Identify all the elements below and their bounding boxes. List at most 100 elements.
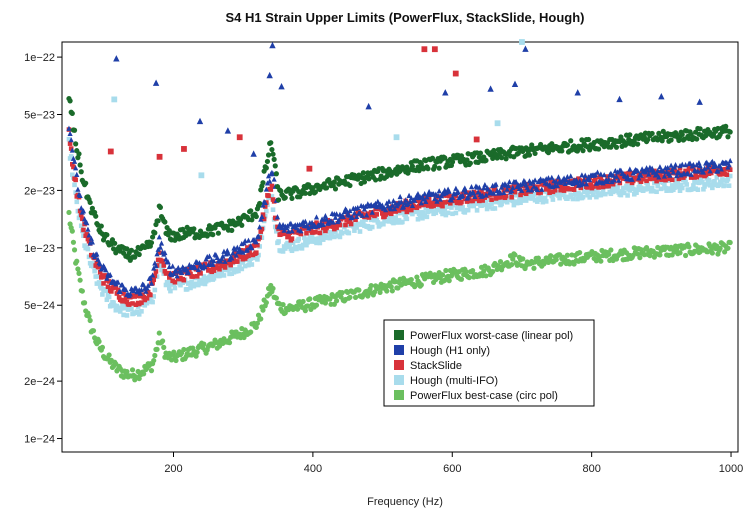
data-point — [132, 254, 138, 260]
data-point — [172, 279, 178, 285]
data-point — [717, 245, 723, 251]
data-point — [191, 283, 197, 289]
data-point — [99, 344, 106, 350]
data-point — [694, 136, 700, 142]
data-point — [649, 165, 655, 171]
data-point — [442, 200, 448, 205]
data-point — [257, 200, 263, 207]
data-point — [70, 239, 77, 245]
data-point — [148, 368, 155, 374]
data-point — [482, 202, 488, 208]
data-point — [193, 353, 199, 359]
data-point — [446, 188, 452, 194]
data-point — [408, 195, 414, 201]
data-point — [248, 208, 254, 214]
data-point — [542, 195, 548, 201]
data-point — [638, 172, 644, 178]
data-point — [655, 167, 661, 174]
data-point — [366, 176, 372, 182]
data-point — [353, 217, 358, 223]
x-tick-label: 800 — [582, 463, 600, 475]
data-point — [195, 266, 201, 273]
data-point — [68, 146, 74, 151]
data-point — [441, 209, 446, 214]
data-point — [92, 268, 97, 274]
outlier-point — [574, 89, 581, 96]
data-point — [590, 184, 596, 189]
data-point — [476, 184, 482, 190]
data-point — [331, 179, 337, 185]
data-point — [196, 263, 201, 269]
data-point — [167, 285, 172, 291]
data-point — [511, 183, 517, 189]
data-point — [601, 172, 607, 178]
data-point — [161, 263, 167, 268]
data-point — [141, 294, 146, 300]
outlier-point — [266, 71, 273, 79]
data-point — [568, 138, 574, 144]
data-point — [644, 178, 649, 184]
data-point — [339, 290, 345, 296]
data-point — [302, 190, 308, 196]
data-point — [432, 195, 438, 202]
data-point — [271, 199, 277, 204]
data-point — [686, 244, 692, 250]
data-point — [636, 175, 642, 181]
data-point — [642, 169, 649, 175]
data-point — [617, 180, 623, 186]
data-point — [547, 190, 552, 195]
data-point — [637, 255, 643, 261]
data-point — [178, 269, 185, 275]
data-point — [229, 255, 235, 261]
data-point — [251, 243, 257, 248]
data-point — [96, 265, 102, 270]
data-point — [504, 199, 510, 205]
outlier-points — [107, 39, 703, 179]
data-point — [280, 249, 286, 254]
data-point — [67, 130, 73, 137]
data-point — [613, 144, 620, 150]
data-point — [318, 233, 324, 238]
data-point — [460, 205, 465, 210]
data-point — [596, 146, 602, 152]
legend-label: Hough (multi-IFO) — [410, 375, 498, 387]
data-point — [635, 141, 641, 147]
data-point — [520, 180, 526, 187]
data-point — [414, 208, 420, 214]
data-point — [78, 169, 84, 175]
data-point — [470, 198, 475, 204]
data-point — [337, 222, 343, 228]
data-point — [503, 156, 509, 162]
data-point — [590, 192, 596, 198]
data-point — [151, 357, 157, 364]
data-point — [510, 256, 516, 262]
data-point — [317, 230, 323, 236]
data-point — [552, 188, 558, 193]
data-point — [401, 209, 406, 215]
data-point — [688, 171, 694, 177]
data-point — [662, 181, 667, 187]
data-point — [154, 346, 160, 352]
data-point — [156, 234, 162, 240]
data-point — [654, 171, 660, 177]
data-point — [129, 367, 136, 373]
data-point — [375, 220, 381, 225]
data-point — [357, 210, 363, 216]
data-point — [509, 262, 515, 268]
data-point — [598, 258, 604, 264]
data-point — [346, 230, 352, 236]
data-point — [710, 185, 715, 191]
data-point — [120, 302, 125, 307]
data-point — [668, 137, 674, 143]
data-point — [449, 205, 454, 210]
data-point — [85, 246, 91, 252]
data-point — [654, 178, 659, 184]
data-point — [678, 182, 684, 188]
data-point — [676, 176, 682, 182]
data-point — [269, 183, 275, 189]
data-point — [90, 328, 97, 334]
data-point — [579, 178, 585, 184]
data-point — [672, 185, 677, 191]
data-point — [689, 186, 695, 192]
data-point — [494, 155, 500, 161]
